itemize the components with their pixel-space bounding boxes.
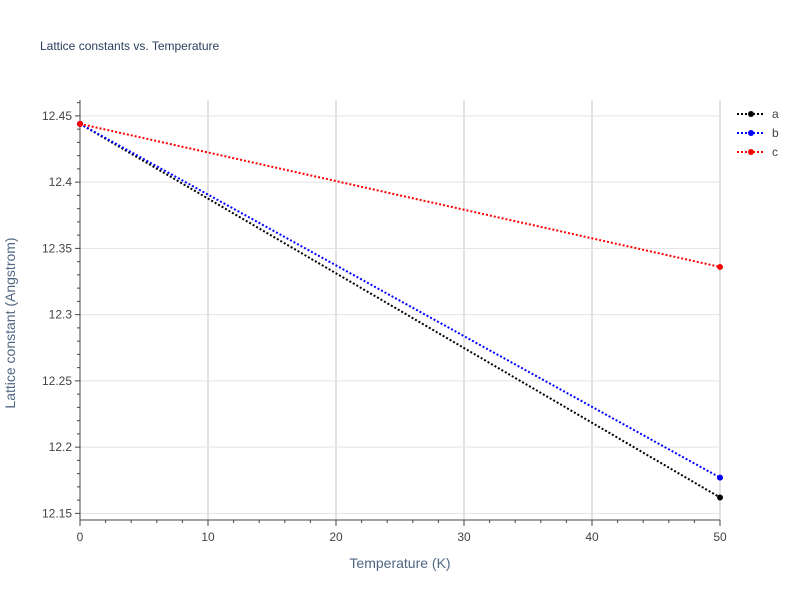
legend-item-b[interactable]: b bbox=[737, 126, 779, 140]
legend-item-a[interactable]: a bbox=[737, 107, 779, 121]
x-tick-label: 50 bbox=[713, 530, 727, 544]
y-tick-label: 12.2 bbox=[49, 440, 73, 454]
x-tick-label: 30 bbox=[457, 530, 471, 544]
series-line-c bbox=[79, 122, 721, 268]
legend-label: c bbox=[772, 145, 778, 159]
series-line-b bbox=[79, 122, 721, 479]
y-tick-label: 12.15 bbox=[42, 506, 72, 520]
y-tick-label: 12.3 bbox=[49, 308, 73, 322]
data-point-a[interactable] bbox=[717, 494, 723, 501]
y-tick-label: 12.4 bbox=[49, 175, 73, 189]
series-b bbox=[77, 120, 723, 481]
y-tick-label: 12.25 bbox=[42, 374, 72, 388]
x-tick-label: 0 bbox=[77, 530, 84, 544]
x-tick-label: 40 bbox=[585, 530, 599, 544]
y-tick-label: 12.45 bbox=[42, 109, 72, 123]
x-tick-label: 10 bbox=[201, 530, 215, 544]
x-tick-label: 20 bbox=[329, 530, 343, 544]
y-tick-label: 12.35 bbox=[42, 241, 72, 255]
data-point-b[interactable] bbox=[717, 474, 723, 481]
x-axis-title: Temperature (K) bbox=[349, 555, 450, 571]
legend-swatch-marker bbox=[748, 130, 754, 136]
series-a bbox=[77, 120, 723, 501]
data-point-c[interactable] bbox=[77, 120, 83, 127]
y-axis-title: Lattice constant (Angstrom) bbox=[2, 237, 18, 408]
legend-swatch-marker bbox=[748, 111, 754, 117]
legend-label: a bbox=[772, 107, 779, 121]
legend-item-c[interactable]: c bbox=[737, 145, 778, 159]
data-point-c[interactable] bbox=[717, 263, 723, 270]
chart-title: Lattice constants vs. Temperature bbox=[40, 39, 220, 53]
series-c bbox=[77, 120, 723, 270]
series-line-a bbox=[79, 122, 721, 499]
legend[interactable]: abc bbox=[737, 107, 779, 159]
legend-label: b bbox=[772, 126, 779, 140]
series-layer bbox=[77, 120, 723, 501]
axes: 0 10 20 30 40 50 12.15 12.2 12.25 12.3 12.35 12.4 12… bbox=[42, 100, 727, 544]
legend-swatch-marker bbox=[748, 149, 754, 155]
grid bbox=[80, 100, 721, 520]
